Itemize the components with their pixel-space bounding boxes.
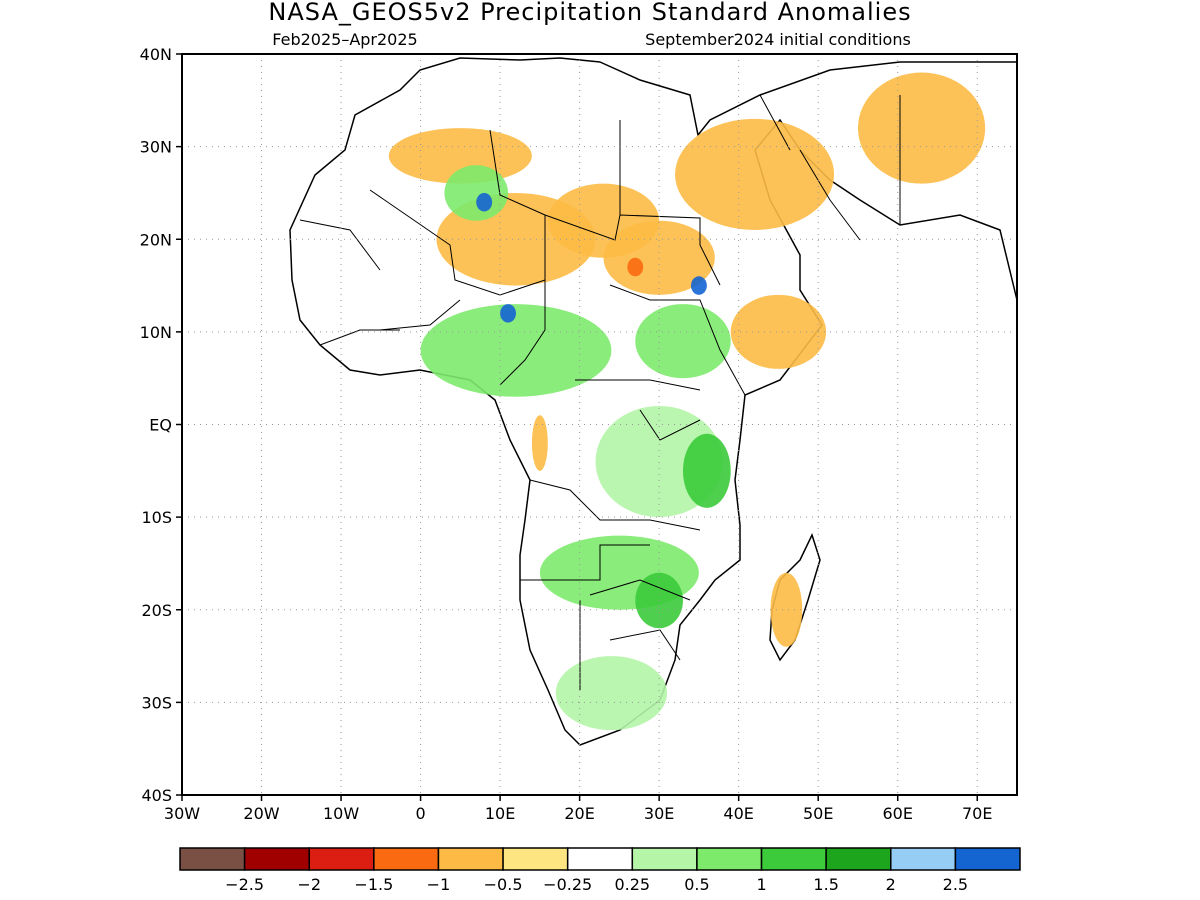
colorbar-swatch [954,847,1021,871]
anomaly-region-blue [476,192,493,212]
colorbar-swatch [760,847,827,871]
colorbar: −2.5 −2 −1.5 −1 −0.5 −0.25 0.25 0.5 1 1.5 2 2.5 [179,847,1021,894]
anomaly-region-green [635,304,731,379]
anomaly-region-orange-light [730,294,827,369]
anomaly-region-green [444,165,509,221]
lon-label: 50E [803,804,833,823]
lat-label: 40N [140,45,172,64]
anomaly-shading [388,72,986,731]
lon-label: 40E [723,804,753,823]
colorbar-label: 0.25 [614,875,650,894]
period-subtitle: Feb2025–Apr2025 [272,30,417,49]
lon-label: 60E [882,804,912,823]
lat-label: 10S [141,508,172,527]
anomaly-region-green-dark [683,433,731,508]
lon-label: 30W [164,804,200,823]
lon-label: 0 [415,804,425,823]
map-area [182,54,1017,795]
colorbar-swatch [696,847,763,871]
colorbar-swatch [825,847,892,871]
country-borders [299,94,901,690]
lon-label: 70E [962,804,992,823]
lat-label: 20S [141,601,172,620]
anomaly-region-blue [690,276,707,295]
colorbar-label: −1 [427,875,451,894]
colorbar-label: 1 [756,875,766,894]
colorbar-label: 0.5 [684,875,709,894]
lat-label: 10N [140,323,172,342]
figure-title: NASA_GEOS5v2 Precipitation Standard Anom… [268,0,911,26]
lon-label: 20W [243,804,279,823]
colorbar-label: 2.5 [943,875,968,894]
anomaly-region-red [627,257,644,277]
anomaly-region-blue [500,304,516,323]
lat-label: 30N [140,138,172,157]
anomaly-region-green-light [555,656,668,731]
lat-label: 30S [141,693,172,712]
colorbar-swatch [373,847,440,871]
lat-label: 40S [141,786,172,805]
colorbar-label: −0.25 [543,875,592,894]
anomaly-region-orange [531,415,548,471]
anomaly-region-orange-light [770,572,803,647]
colorbar-swatch [890,847,957,871]
lon-label: 10W [323,804,359,823]
colorbar-swatch [502,847,569,871]
lat-label: 20N [140,230,172,249]
colorbar-label: −1.5 [354,875,393,894]
colorbar-swatch [437,847,504,871]
initial-conditions-subtitle: September2024 initial conditions [645,30,911,49]
lon-label: 30E [644,804,674,823]
lon-label: 10E [485,804,515,823]
colorbar-label: 2 [886,875,896,894]
colorbar-label: −0.5 [484,875,523,894]
colorbar-label: −2 [297,875,321,894]
latitude-axis: 40N 30N 20N 10N EQ 10S 20S 30S 40S [140,45,182,805]
anomaly-region-orange-light [675,118,835,230]
longitude-axis: 30W 20W 10W 0 10E 20E 30E 40E 50E 60E 70E [164,795,992,823]
anomaly-region-green [420,304,612,397]
anomaly-region-orange-light [857,72,986,184]
colorbar-swatch [566,847,634,871]
colorbar-swatch [308,847,375,871]
colorbar-label: 1.5 [813,875,838,894]
colorbar-label: −2.5 [225,875,264,894]
colorbar-swatch [179,847,246,871]
lat-label: EQ [149,416,172,435]
lon-label: 20E [564,804,594,823]
colorbar-swatch [631,847,698,871]
colorbar-swatch [243,847,310,871]
